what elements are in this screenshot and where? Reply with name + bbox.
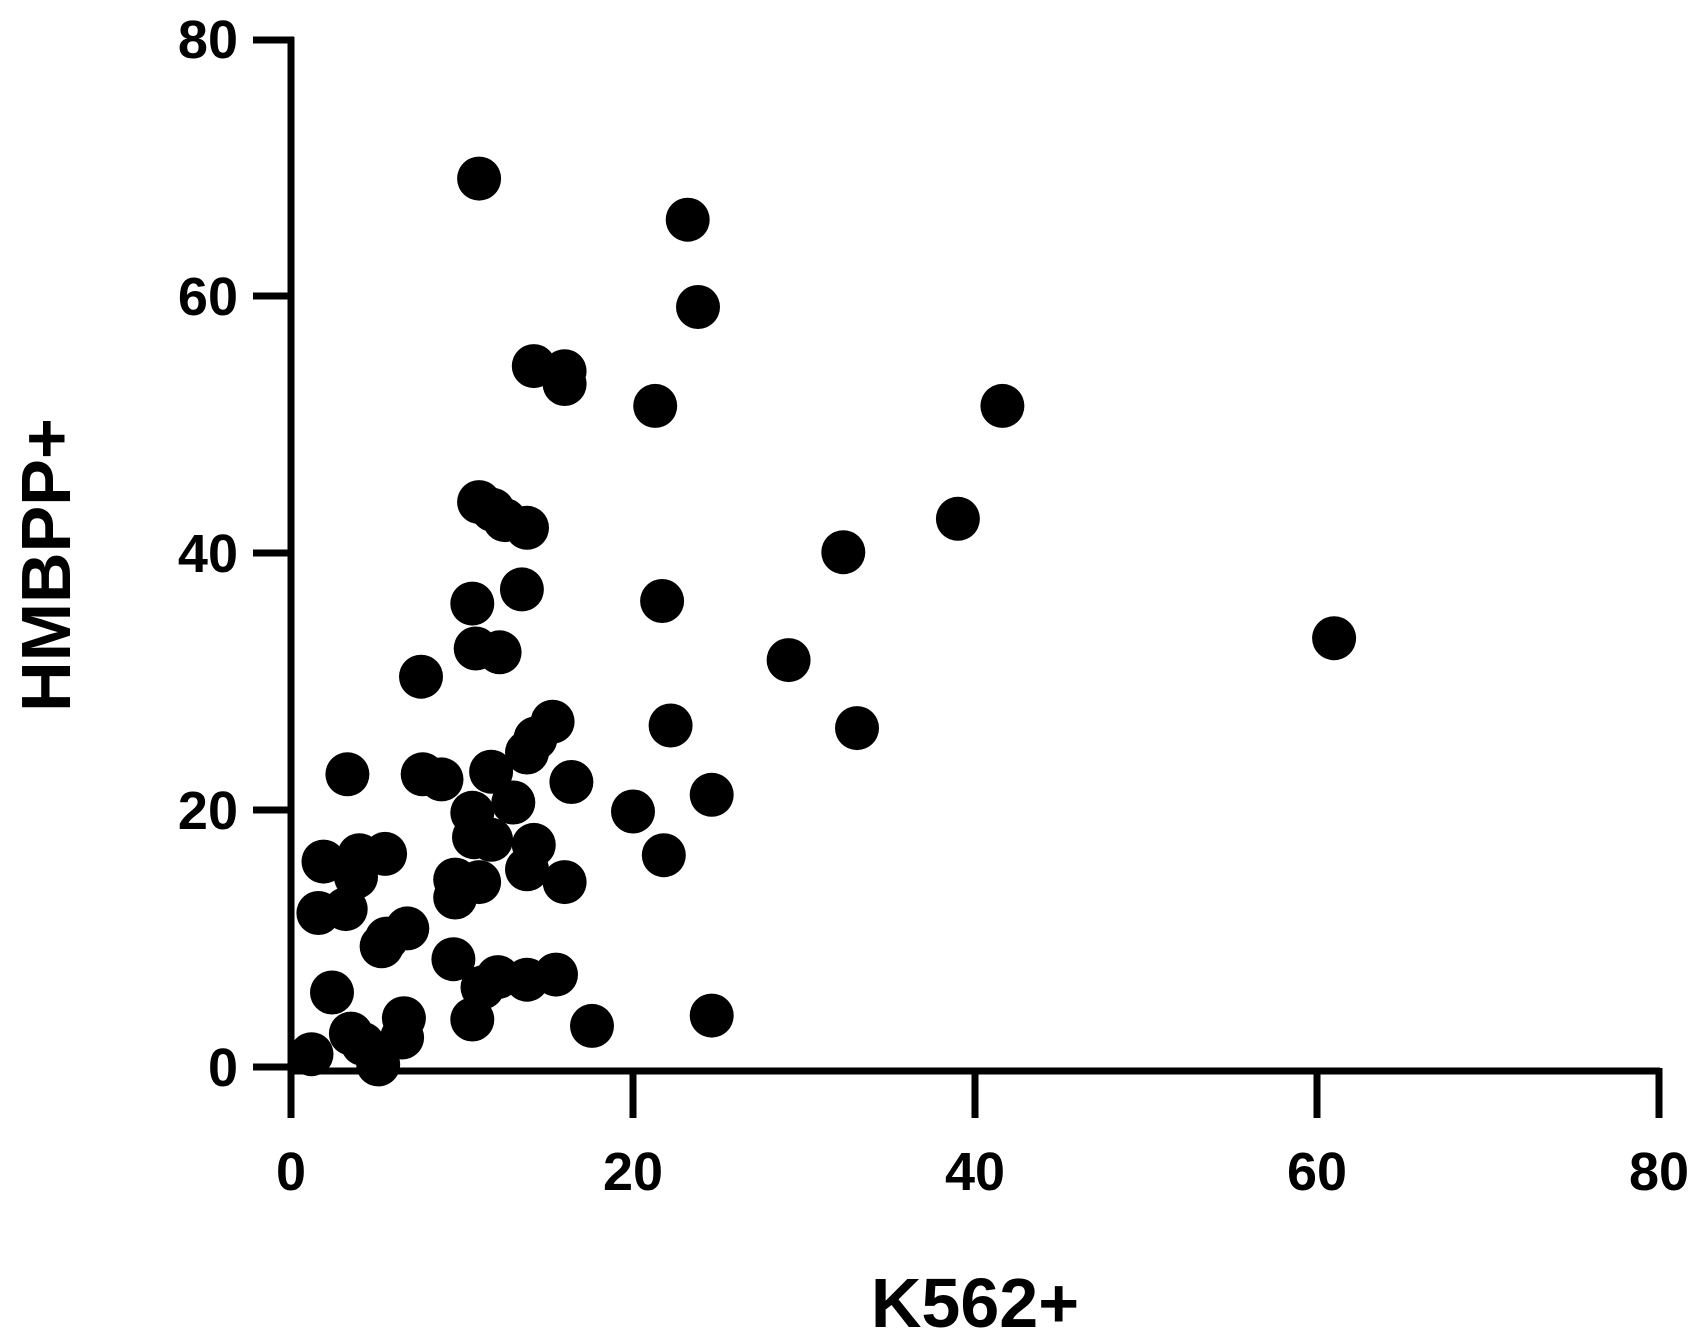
data-point — [549, 760, 594, 804]
data-point — [1312, 616, 1357, 661]
data-point — [491, 780, 536, 825]
data-point — [450, 997, 495, 1042]
data-point — [648, 703, 693, 748]
data-point — [570, 1003, 614, 1048]
data-point — [835, 706, 879, 751]
data-point — [433, 875, 478, 920]
data-point — [469, 817, 514, 862]
data-point — [766, 638, 811, 683]
data-point — [689, 993, 734, 1038]
data-points — [289, 156, 1357, 1087]
y-tick-label: 80 — [178, 10, 238, 70]
data-point — [310, 970, 354, 1015]
y-tick-label: 0 — [208, 1038, 238, 1098]
y-tick-labels: 80 60 40 20 0 — [178, 10, 238, 1098]
data-point — [641, 833, 686, 878]
y-tick-label: 20 — [178, 781, 238, 841]
data-point — [499, 567, 544, 612]
data-point — [611, 789, 655, 834]
data-point — [399, 654, 443, 699]
x-tick-label: 60 — [1287, 1142, 1347, 1202]
x-axis-title: K562+ — [871, 1264, 1079, 1338]
data-point — [980, 383, 1025, 428]
data-point — [356, 1042, 401, 1087]
data-point — [542, 362, 587, 406]
data-point — [542, 860, 587, 905]
data-point — [935, 496, 980, 541]
data-point — [477, 630, 522, 675]
data-point — [323, 887, 368, 932]
data-point — [505, 847, 549, 892]
data-point — [450, 581, 495, 626]
y-tick-label: 60 — [178, 267, 238, 327]
data-point — [676, 285, 720, 329]
data-point — [289, 1032, 334, 1077]
data-point — [505, 730, 549, 775]
data-point — [359, 924, 404, 969]
x-tick-label: 0 — [276, 1142, 306, 1202]
data-point — [457, 156, 502, 201]
data-point — [325, 752, 370, 797]
data-point — [505, 957, 549, 1002]
y-tick-label: 40 — [178, 524, 238, 584]
y-axis-title: HMBPP+ — [7, 418, 85, 712]
x-tick-label: 80 — [1629, 1142, 1689, 1202]
data-point — [431, 937, 476, 982]
data-point — [505, 505, 549, 550]
x-tick-label: 20 — [603, 1142, 663, 1202]
data-point — [419, 757, 464, 802]
data-point — [665, 197, 710, 242]
data-point — [633, 383, 678, 428]
x-axis-ticks — [287, 1068, 1663, 1118]
data-point — [689, 772, 734, 817]
y-axis-ticks — [253, 36, 294, 1071]
data-point — [640, 579, 685, 623]
x-tick-labels: 0 20 40 60 80 — [276, 1142, 1689, 1202]
x-tick-label: 40 — [945, 1142, 1005, 1202]
data-point — [821, 530, 866, 575]
data-point — [469, 749, 514, 794]
